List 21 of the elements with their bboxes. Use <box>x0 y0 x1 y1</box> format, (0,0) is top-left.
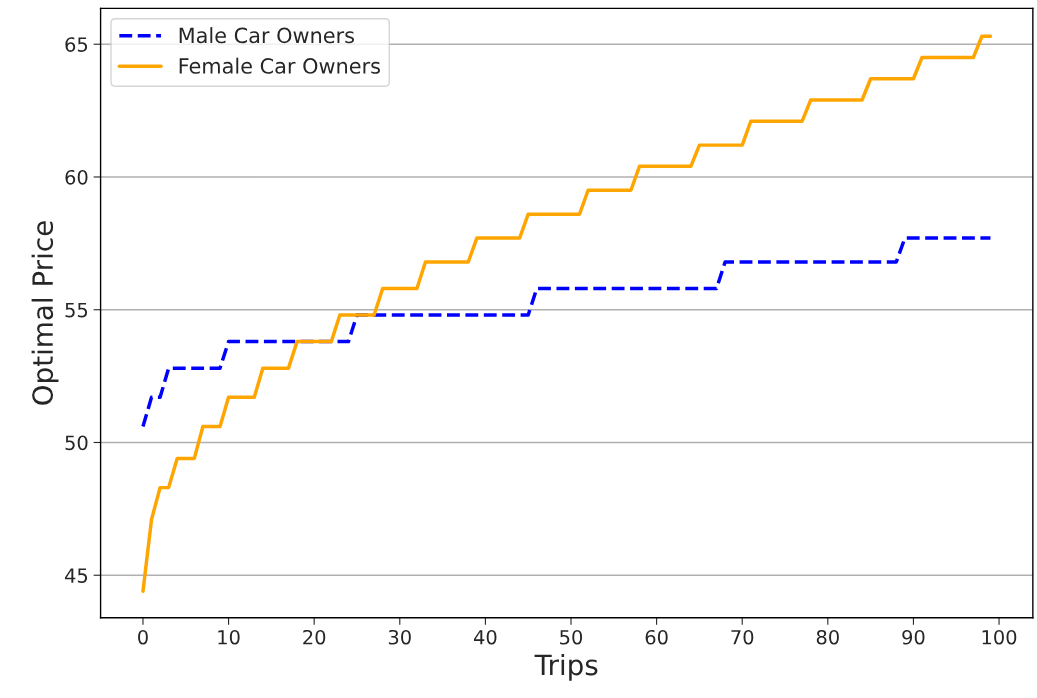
x-tick-label: 80 <box>816 629 839 645</box>
y-tick-label: 60 <box>65 169 88 185</box>
x-tick-label: 0 <box>138 629 148 645</box>
x-tick-label: 50 <box>560 629 583 645</box>
x-tick-label: 90 <box>902 629 925 645</box>
x-tick-label: 30 <box>388 629 411 645</box>
x-tick-label: 60 <box>645 629 668 645</box>
y-tick-label: 55 <box>65 302 88 318</box>
y-tick-label: 45 <box>64 568 88 583</box>
x-axis-title: Trips <box>534 653 598 681</box>
legend-label: Male Car Owners <box>179 27 354 44</box>
x-tick-label: 20 <box>303 629 326 645</box>
y-tick-label: 65 <box>65 37 88 52</box>
x-tick-label: 10 <box>218 629 240 645</box>
line-series <box>141 236 993 429</box>
x-tick-label: 40 <box>473 629 497 645</box>
y-tick-label: 50 <box>65 435 88 451</box>
x-tick-label: 70 <box>731 629 754 645</box>
legend-label: Female Car Owners <box>179 57 380 74</box>
y-axis-title: Optimal Price <box>31 221 59 405</box>
x-tick-label: 100 <box>982 629 1017 645</box>
